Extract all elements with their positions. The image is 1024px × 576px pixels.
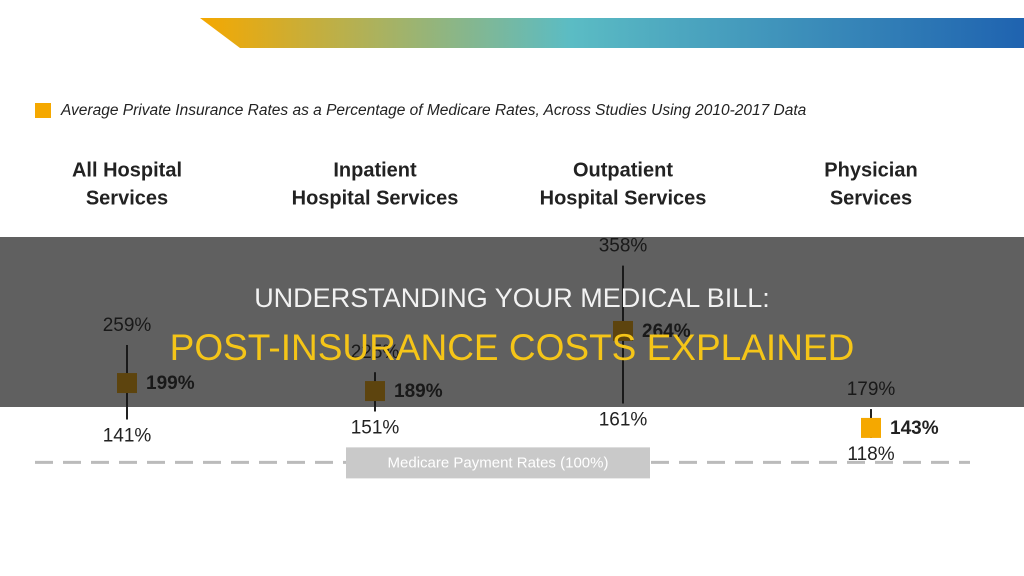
category-label: Services bbox=[86, 187, 168, 209]
reference-label: Medicare Payment Rates (100%) bbox=[388, 454, 609, 471]
overlay-title: UNDERSTANDING YOUR MEDICAL BILL: bbox=[254, 283, 770, 313]
category-label: Hospital Services bbox=[292, 187, 459, 209]
low-label: 118% bbox=[847, 444, 894, 465]
value-label: 143% bbox=[890, 418, 939, 439]
low-label: 141% bbox=[103, 426, 152, 447]
category-label: Hospital Services bbox=[540, 187, 707, 209]
marker bbox=[861, 417, 881, 438]
legend-label: Average Private Insurance Rates as a Per… bbox=[60, 102, 807, 119]
category-label: Services bbox=[830, 187, 912, 209]
category-label: Outpatient bbox=[573, 159, 673, 181]
category-label: Inpatient bbox=[333, 159, 417, 181]
low-label: 161% bbox=[599, 410, 648, 431]
header-band bbox=[200, 18, 1024, 48]
legend-swatch bbox=[35, 103, 51, 118]
overlay-band bbox=[0, 237, 1024, 407]
category-label: Physician bbox=[824, 159, 917, 181]
overlay-subtitle: POST-INSURANCE COSTS EXPLAINED bbox=[170, 327, 855, 368]
reference-box bbox=[346, 447, 650, 479]
category-label: All Hospital bbox=[72, 159, 182, 181]
low-label: 151% bbox=[351, 418, 400, 439]
